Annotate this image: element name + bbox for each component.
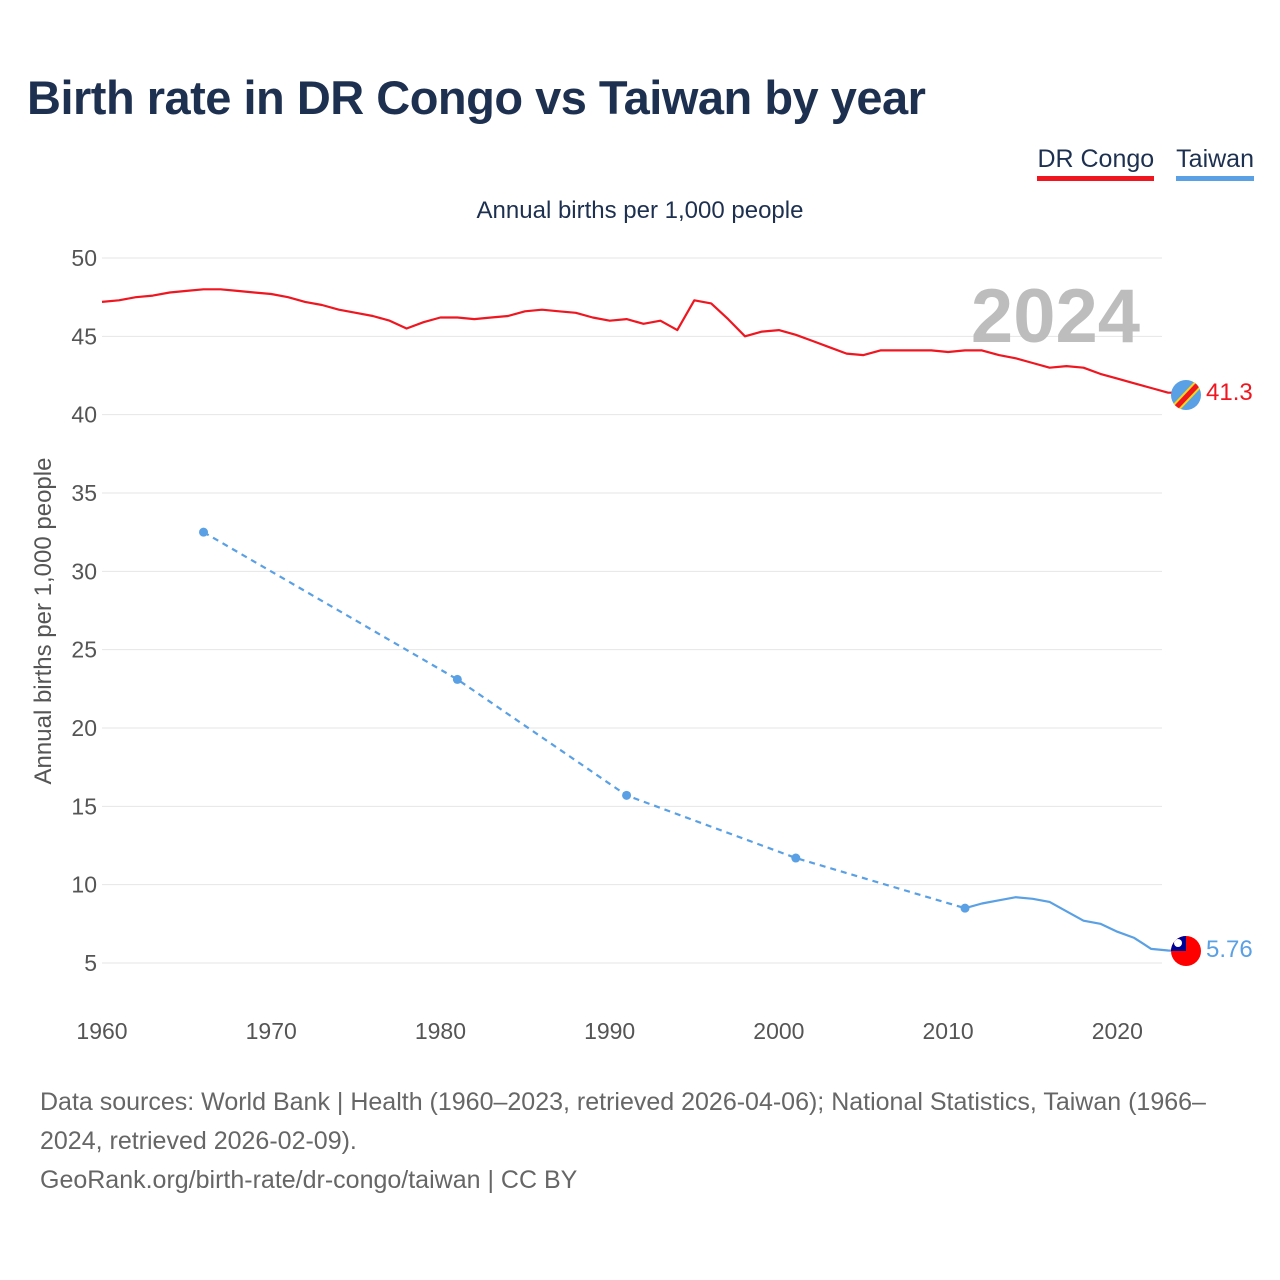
y-tick-label-15: 15 (71, 793, 97, 819)
dr-congo-flag-icon (1171, 380, 1201, 410)
source-link[interactable]: GeoRank.org/birth-rate/dr-congo/taiwan |… (40, 1166, 578, 1194)
legend: DR Congo Taiwan (1037, 145, 1254, 181)
x-tick-label-1970: 1970 (246, 1018, 297, 1044)
series-line-dr-congo (101, 288, 1185, 394)
legend-item-taiwan[interactable]: Taiwan (1176, 145, 1254, 181)
taiwan-point-2001[interactable] (791, 853, 801, 863)
gridlines (102, 257, 1162, 964)
y-tick-label-5: 5 (84, 950, 97, 976)
x-tick-label-2000: 2000 (753, 1018, 804, 1044)
y-tick-label-30: 30 (71, 558, 97, 584)
series-line-taiwan-dashed (202, 531, 966, 910)
y-tick-label-40: 40 (71, 402, 97, 428)
taiwan-point-1991[interactable] (622, 790, 632, 800)
year-watermark: 2024 (971, 274, 1140, 359)
taiwan-point-1981[interactable] (452, 674, 462, 684)
y-tick-label-10: 10 (71, 872, 97, 898)
legend-item-dr-congo[interactable]: DR Congo (1037, 145, 1155, 181)
dr-congo-end-value: 41.3 (1206, 379, 1253, 406)
chart-title: Birth rate in DR Congo vs Taiwan by year (27, 71, 926, 124)
taiwan-point-1966[interactable] (199, 527, 209, 537)
x-tick-label-1960: 1960 (76, 1018, 127, 1044)
series-line-taiwan (964, 896, 1186, 953)
y-tick-label-50: 50 (71, 245, 97, 271)
y-tick-label-45: 45 (71, 323, 97, 349)
x-tick-label-2010: 2010 (923, 1018, 974, 1044)
source-text: Data sources: World Bank | Health (1960–… (40, 1088, 1206, 1155)
taiwan-point-2011[interactable] (960, 903, 970, 913)
y-axis-ticks: 5 10 15 20 25 30 35 40 45 50 (71, 245, 97, 976)
x-tick-label-1990: 1990 (584, 1018, 635, 1044)
x-axis-ticks: 1960 1970 1980 1990 2000 2010 2020 (76, 1018, 1142, 1044)
taiwan-end-value: 5.76 (1206, 936, 1253, 963)
y-tick-label-35: 35 (71, 480, 97, 506)
end-flags (1171, 380, 1201, 966)
taiwan-flag-icon (1171, 936, 1201, 966)
series-group (101, 288, 1186, 953)
source-note: Data sources: World Bank | Health (1960–… (40, 1083, 1250, 1200)
y-tick-label-20: 20 (71, 715, 97, 741)
line-chart: 5 10 15 20 25 30 35 40 45 50 1960 1970 1980 1990 2000… (30, 245, 1253, 1044)
x-tick-label-1980: 1980 (415, 1018, 466, 1044)
x-tick-label-2020: 2020 (1092, 1018, 1143, 1044)
y-tick-label-25: 25 (71, 637, 97, 663)
chart-subtitle: Annual births per 1,000 people (476, 197, 804, 224)
y-axis-label: Annual births per 1,000 people (30, 458, 57, 785)
